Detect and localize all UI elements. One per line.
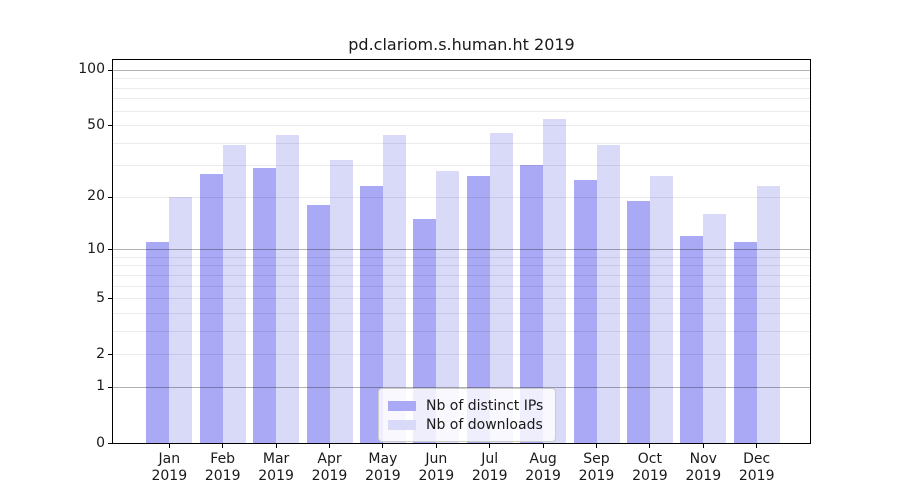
x-tick — [596, 444, 597, 448]
legend-swatch-distinct-ips — [388, 400, 416, 411]
y-tick — [108, 443, 112, 444]
bar-nb-of-distinct-ips-jun — [413, 218, 437, 443]
x-tick — [275, 444, 277, 448]
gridline-minor — [113, 78, 810, 80]
bar-nb-of-distinct-ips-dec — [733, 242, 757, 443]
y-tick-label: 2 — [96, 345, 105, 362]
y-tick — [108, 386, 112, 388]
y-tick-label: 20 — [87, 188, 105, 205]
x-tick — [329, 444, 330, 448]
bar-nb-of-downloads-sep — [596, 144, 620, 443]
legend-label-distinct-ips: Nb of distinct IPs — [426, 397, 544, 414]
legend-label-downloads: Nb of downloads — [426, 416, 543, 433]
bar-nb-of-downloads-nov — [703, 213, 727, 443]
x-tick — [382, 444, 384, 448]
y-tick-label: 100 — [78, 61, 105, 78]
x-tick — [489, 444, 491, 448]
legend-item-distinct-ips: Nb of distinct IPs — [388, 397, 543, 414]
bar-nb-of-downloads-dec — [756, 186, 780, 443]
bar-nb-of-downloads-jun — [436, 170, 460, 443]
gridline-major — [113, 69, 810, 71]
y-tick — [108, 249, 112, 251]
x-tick-label: Jul 2019 — [471, 451, 508, 484]
gridline-minor — [113, 87, 810, 89]
bar-nb-of-distinct-ips-may — [359, 186, 383, 443]
y-tick-label: 10 — [87, 240, 105, 257]
y-tick — [108, 354, 112, 356]
x-tick-label: Sep 2019 — [578, 451, 615, 484]
x-tick-label: Dec 2019 — [738, 451, 775, 484]
y-tick-label: 1 — [96, 378, 105, 395]
bar-nb-of-distinct-ips-jul — [466, 176, 490, 443]
bar-nb-of-downloads-jan — [169, 196, 193, 443]
y-tick-label: 5 — [96, 289, 105, 306]
bar-nb-of-downloads-mar — [276, 135, 300, 443]
y-tick — [108, 69, 112, 71]
bar-nb-of-downloads-aug — [543, 118, 567, 443]
bar-nb-of-distinct-ips-jan — [146, 242, 170, 443]
bar-nb-of-distinct-ips-mar — [253, 167, 277, 443]
x-tick-label: Apr 2019 — [311, 451, 348, 484]
bar-nb-of-distinct-ips-oct — [626, 200, 650, 443]
gridline-minor — [113, 142, 810, 144]
bar-nb-of-downloads-may — [382, 135, 406, 443]
bar-nb-of-distinct-ips-aug — [520, 165, 544, 443]
x-tick-label: Feb 2019 — [204, 451, 241, 484]
x-tick-label: Jan 2019 — [151, 451, 188, 484]
bar-nb-of-downloads-oct — [649, 176, 673, 443]
bar-nb-of-downloads-feb — [222, 144, 246, 443]
x-tick-label: May 2019 — [365, 451, 401, 484]
gridline-minor — [113, 110, 810, 112]
bar-nb-of-distinct-ips-feb — [199, 173, 223, 443]
bar-nb-of-distinct-ips-apr — [306, 204, 330, 443]
x-tick — [649, 444, 651, 448]
gridline-minor — [113, 98, 810, 100]
legend-swatch-downloads — [388, 419, 416, 430]
y-tick — [108, 298, 112, 300]
chart-title: pd.clariom.s.human.ht 2019 — [348, 35, 575, 54]
x-tick-label: Nov 2019 — [685, 451, 722, 484]
gridline-minor — [113, 125, 810, 127]
x-tick-label: Aug 2019 — [525, 451, 561, 484]
plot-area — [113, 60, 810, 443]
x-tick — [435, 444, 437, 448]
bar-nb-of-distinct-ips-nov — [680, 235, 704, 443]
legend: Nb of distinct IPs Nb of downloads — [378, 388, 557, 442]
legend-item-downloads: Nb of downloads — [388, 416, 543, 433]
x-tick — [702, 444, 704, 448]
bar-nb-of-distinct-ips-sep — [573, 179, 597, 443]
bar-nb-of-downloads-apr — [329, 160, 353, 443]
y-tick-label: 50 — [87, 116, 105, 133]
x-tick — [542, 444, 544, 448]
x-tick-label: Jun 2019 — [418, 451, 455, 484]
x-tick — [168, 444, 170, 448]
x-tick — [222, 444, 224, 448]
y-tick — [108, 196, 112, 198]
y-tick-label: 0 — [96, 434, 105, 451]
x-tick-label: Mar 2019 — [258, 451, 294, 484]
gridline-minor — [113, 165, 810, 167]
x-tick-label: Oct 2019 — [632, 451, 668, 484]
y-tick — [108, 125, 112, 127]
bar-nb-of-downloads-jul — [489, 133, 513, 443]
x-tick — [756, 444, 758, 448]
